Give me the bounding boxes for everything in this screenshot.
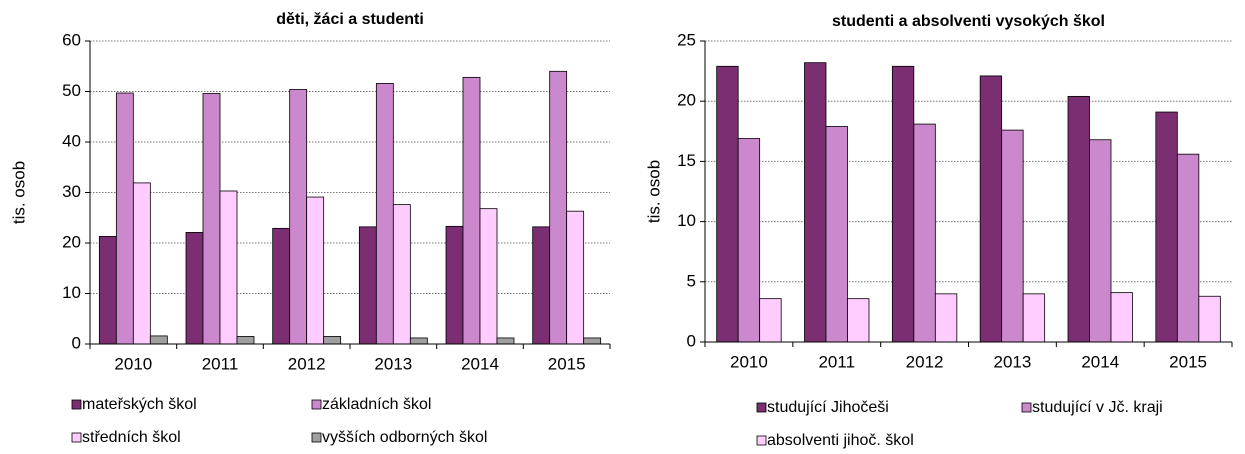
x-tick-label: 2010 <box>730 352 768 371</box>
bar <box>272 227 291 345</box>
y-tick-label: 25 <box>677 30 696 49</box>
legend-swatch <box>311 399 322 410</box>
x-tick-label: 2013 <box>994 352 1032 371</box>
legend-label: absolventi jihoč. škol <box>767 432 914 449</box>
bar <box>375 83 394 345</box>
bar <box>979 75 1003 343</box>
bar <box>445 225 464 345</box>
y-tick-label: 0 <box>72 333 81 352</box>
y-tick-label: 10 <box>677 211 696 230</box>
y-tick-label: 20 <box>677 91 696 110</box>
legend-swatch <box>311 432 322 443</box>
legend-swatch <box>756 435 767 446</box>
bar <box>934 293 958 343</box>
y-axis-label: tis. osob <box>644 160 663 223</box>
legend-label: vyšších odborných škol <box>322 429 487 446</box>
x-tick-label: 2011 <box>202 354 239 373</box>
chart-title: studenti a absolventi vysokých škol <box>832 13 1105 30</box>
bar <box>583 337 602 345</box>
legend-label: studující v Jč. kraji <box>1032 399 1163 416</box>
bar <box>236 336 255 345</box>
bar <box>98 236 117 345</box>
bar <box>1198 295 1221 343</box>
bar <box>891 65 915 343</box>
bar <box>115 92 134 345</box>
y-tick-label: 10 <box>62 283 81 302</box>
bar <box>1155 111 1178 343</box>
y-tick-label: 30 <box>62 182 81 201</box>
legend-label: základních škol <box>322 396 431 413</box>
y-tick-label: 5 <box>687 271 696 290</box>
x-tick-label: 2015 <box>1169 352 1207 371</box>
x-tick-label: 2012 <box>906 352 944 371</box>
legend-label: středních škol <box>82 429 181 446</box>
bar <box>219 190 238 345</box>
x-tick-label: 2015 <box>548 354 586 373</box>
bar <box>479 208 498 345</box>
bar <box>202 93 221 345</box>
x-tick-label: 2010 <box>114 354 152 373</box>
x-tick-label: 2014 <box>1081 352 1119 371</box>
bar <box>132 182 151 345</box>
bar <box>1110 292 1133 343</box>
bar <box>847 298 870 343</box>
y-tick-label: 15 <box>677 151 696 170</box>
bar <box>149 335 168 345</box>
y-tick-label: 50 <box>62 81 81 100</box>
legend-label: studující Jihočeši <box>767 399 889 416</box>
x-tick-label: 2014 <box>461 354 499 373</box>
bar <box>185 231 204 345</box>
bar <box>409 337 428 345</box>
bar <box>306 196 325 345</box>
y-axis-label: tis. osob <box>9 161 28 224</box>
legend-swatch <box>756 402 767 413</box>
bar <box>716 65 739 343</box>
legend-swatch <box>71 432 82 443</box>
y-tick-label: 20 <box>62 232 81 251</box>
y-tick-label: 0 <box>687 331 696 350</box>
x-tick-label: 2012 <box>288 354 326 373</box>
x-tick-label: 2011 <box>818 352 855 371</box>
bar <box>289 89 308 345</box>
legend-swatch <box>1021 402 1032 413</box>
bar <box>1067 95 1090 343</box>
bar <box>1022 293 1046 343</box>
bar <box>737 138 761 343</box>
bar <box>532 226 551 345</box>
bar <box>462 76 481 345</box>
bar <box>1001 129 1024 343</box>
y-tick-label: 60 <box>62 30 81 49</box>
y-tick-label: 40 <box>62 131 81 150</box>
bar <box>392 204 411 345</box>
x-tick-label: 2013 <box>374 354 412 373</box>
chart-title: děti, žáci a studenti <box>276 11 424 28</box>
legend-label: mateřských škol <box>82 396 197 413</box>
bar <box>358 226 377 345</box>
bar <box>1089 139 1112 343</box>
legend-swatch <box>71 399 82 410</box>
bar <box>759 298 782 343</box>
bar <box>913 123 936 343</box>
bar <box>1176 153 1200 343</box>
bar <box>549 70 568 345</box>
bar <box>825 126 848 343</box>
bar <box>804 62 827 343</box>
bar <box>323 336 342 345</box>
bar <box>496 337 515 345</box>
bar <box>566 210 585 345</box>
